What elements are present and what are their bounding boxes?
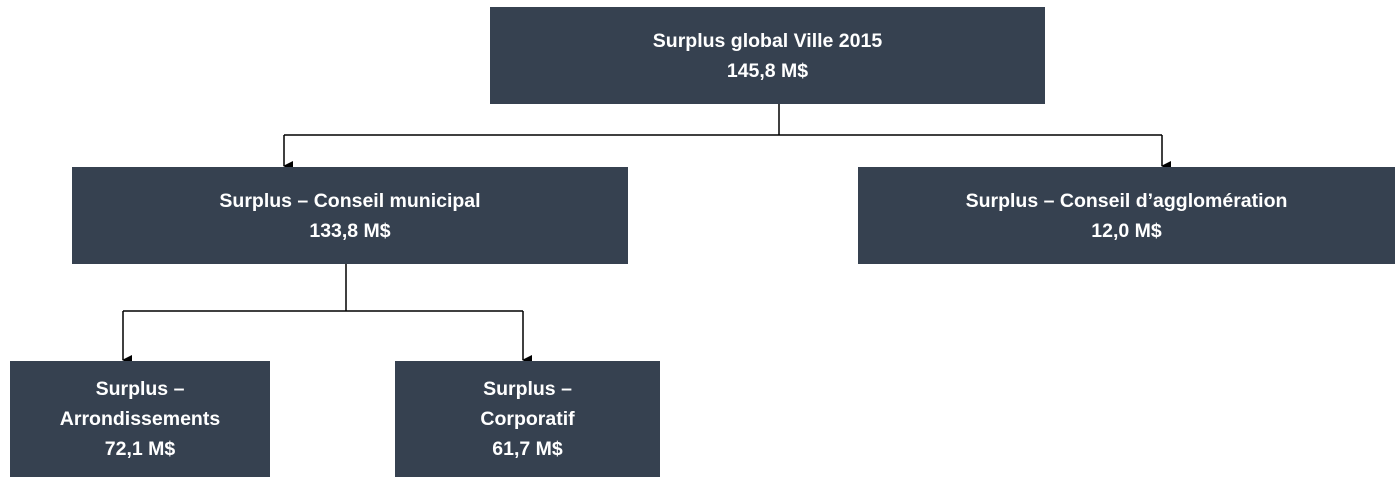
node: Surplus – Arrondissements 72,1 M$ [10,361,270,477]
node-label: Surplus – [95,378,185,400]
node-value: 145,8 M$ [726,59,809,82]
node-label: Corporatif [480,408,575,430]
node: Surplus global Ville 2015 145,8 M$ [490,7,1045,104]
node: Surplus – Conseil d’agglomération 12,0 M… [858,167,1395,264]
node-label: Surplus global Ville 2015 [652,29,883,52]
node-value: 72,1 M$ [104,438,176,460]
node-label: Surplus – [483,378,572,400]
node-value: 61,7 M$ [492,438,563,460]
node-label: Arrondissements [59,408,221,430]
node-label: Surplus – Conseil municipal [219,189,481,212]
node-value: 133,8 M$ [309,219,391,242]
node-label: Surplus – Conseil d’agglomération [965,189,1288,212]
node-value: 12,0 M$ [1091,219,1162,242]
node: Surplus – Corporatif 61,7 M$ [395,361,660,477]
node: Surplus – Conseil municipal 133,8 M$ [72,167,628,264]
